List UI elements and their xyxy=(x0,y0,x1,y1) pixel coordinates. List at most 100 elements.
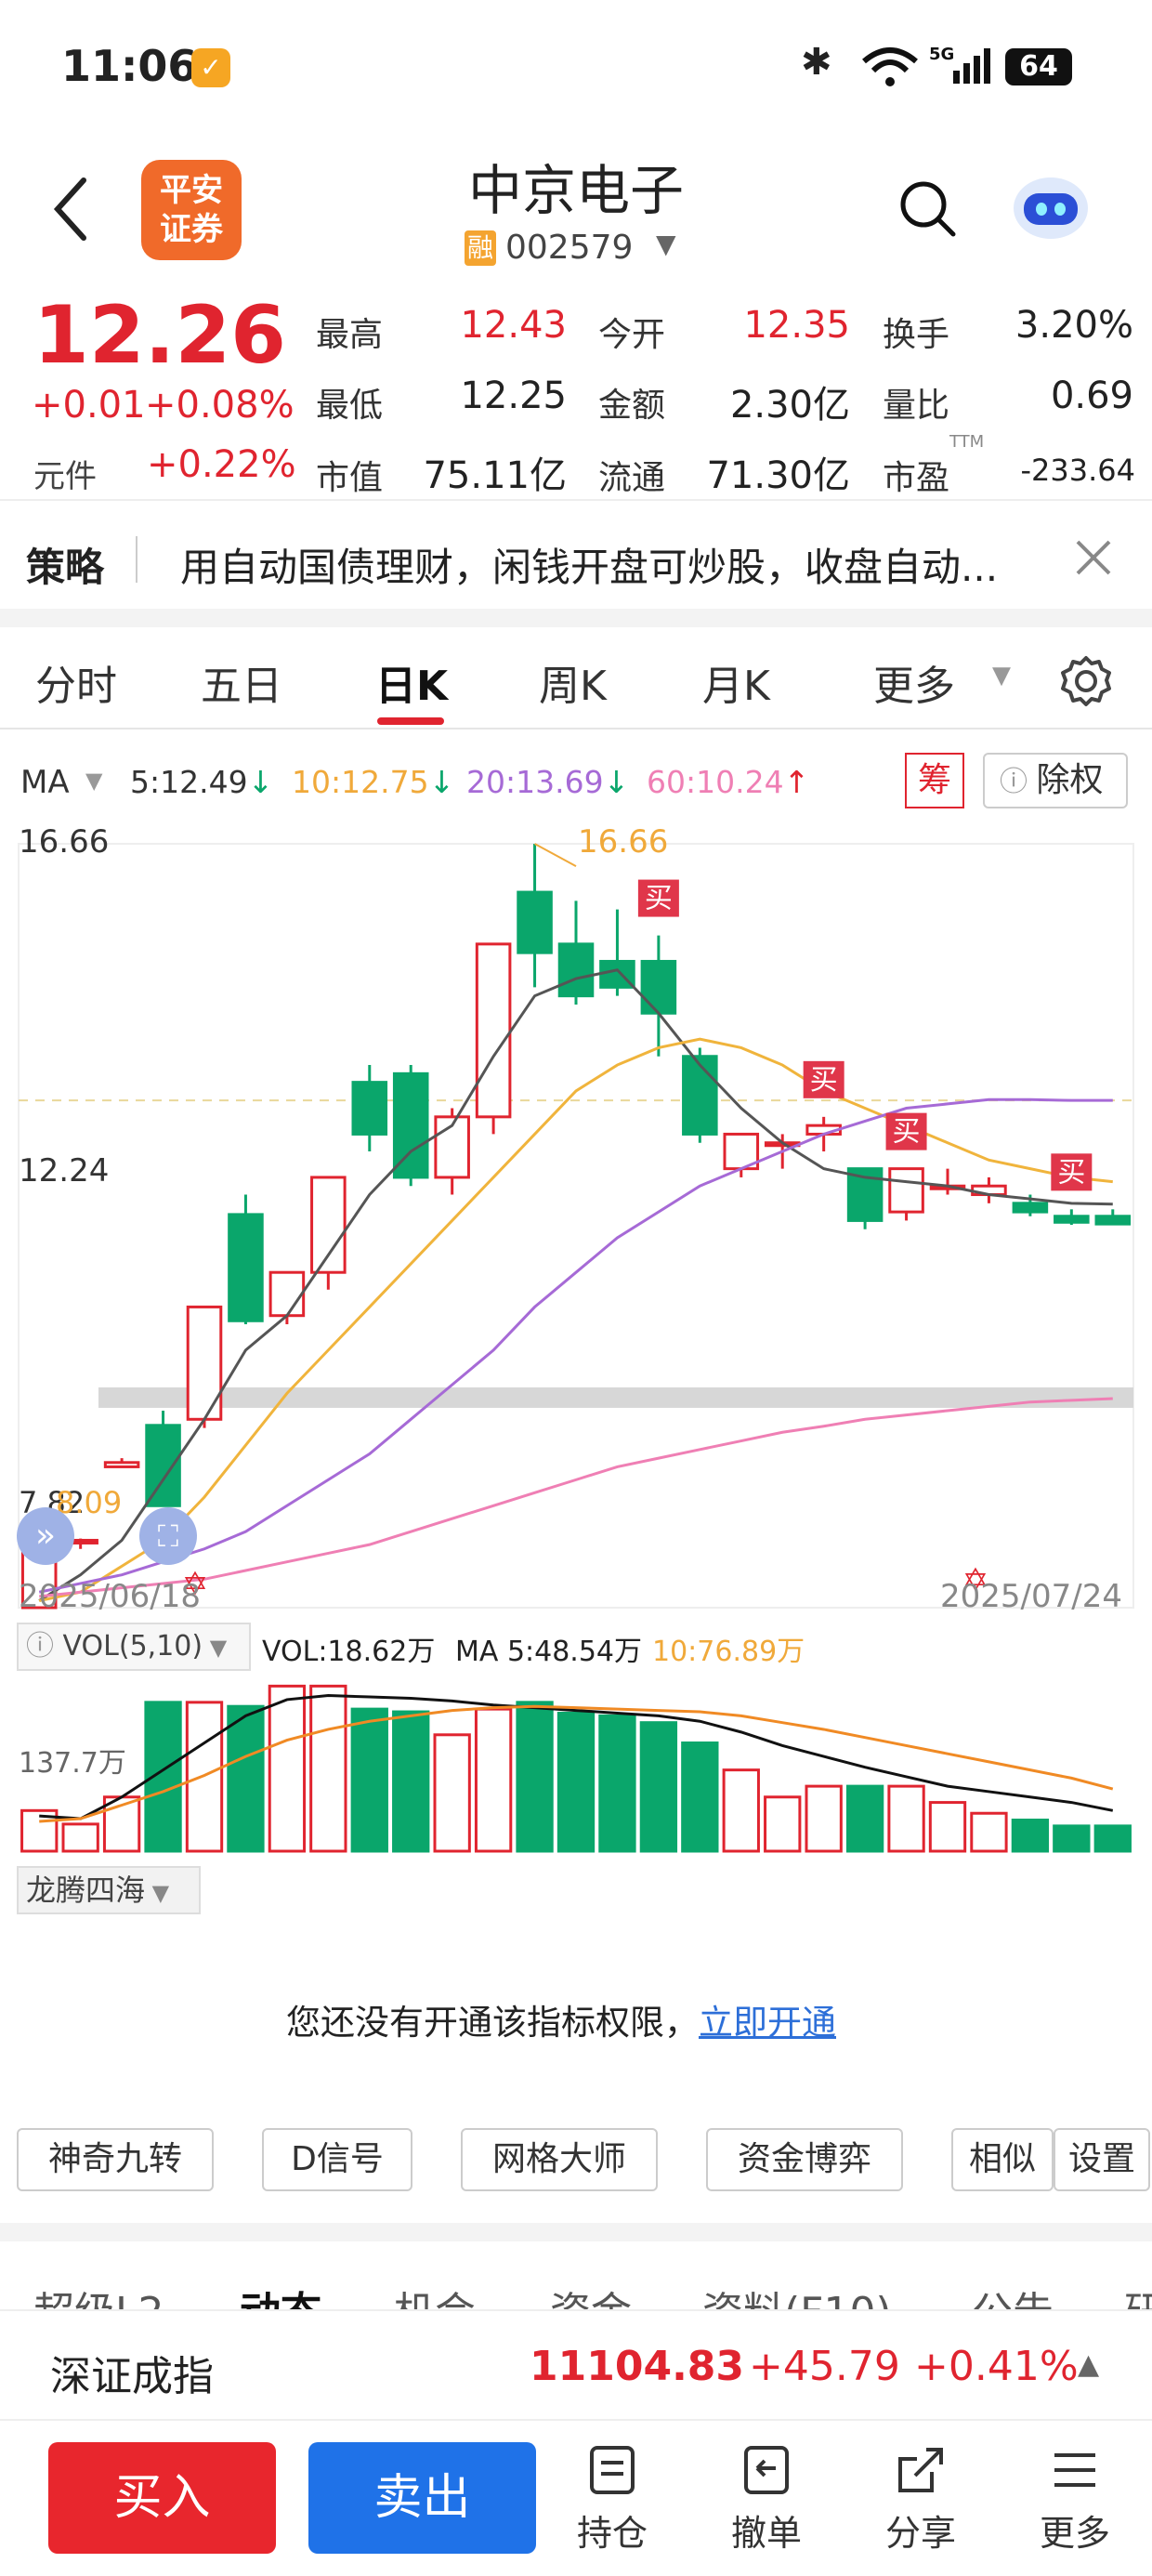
buy-marker-label: 买 xyxy=(645,883,673,915)
stock-code: 002579 xyxy=(505,229,634,267)
section-gap xyxy=(0,609,1152,627)
tab-weekly-k[interactable]: 周K xyxy=(539,663,607,710)
tab-monthly-k[interactable]: 月K xyxy=(702,663,770,710)
candle-body xyxy=(268,1270,306,1318)
chip-magic-nine[interactable]: 神奇九转 xyxy=(17,2128,214,2191)
tab-intraday[interactable]: 分时 xyxy=(35,663,117,710)
date-start-label: 2025/06/18 xyxy=(19,1578,201,1615)
ma-dropdown-icon[interactable]: ▼ xyxy=(85,768,103,794)
more-button[interactable]: 更多 xyxy=(1024,2444,1126,2556)
svg-text:5G: 5G xyxy=(929,45,954,64)
volume-bar xyxy=(639,1721,678,1853)
index-pct: +0.41% xyxy=(914,2343,1079,2390)
menu-icon xyxy=(1054,2453,1095,2487)
candle-body xyxy=(392,1071,429,1179)
volume-bar xyxy=(1011,1819,1050,1853)
volume-chart[interactable] xyxy=(0,1673,1152,1859)
candle-body xyxy=(1094,1215,1132,1226)
candle-body xyxy=(1054,1215,1090,1224)
share-button[interactable]: 分享 xyxy=(870,2444,972,2556)
current-price: 12.26 xyxy=(33,289,287,382)
cancel-order-icon xyxy=(744,2446,789,2494)
chips-button[interactable]: 筹 xyxy=(905,753,964,808)
volume-bar xyxy=(556,1711,596,1853)
indicator-selector[interactable]: 龙腾四海 ▼ xyxy=(17,1866,201,1914)
strategy-text[interactable]: 用自动国债理财，闲钱开盘可炒股，收盘自动... xyxy=(180,545,999,590)
info-icon: ⓘ xyxy=(26,1630,63,1663)
chip-capital-game[interactable]: 资金博弈 xyxy=(706,2128,903,2191)
chip-similar[interactable]: 相似 xyxy=(951,2128,1054,2191)
candle-body xyxy=(103,1461,140,1468)
margin-badge: 融 xyxy=(465,230,496,266)
volume-bar xyxy=(474,1707,513,1853)
fullscreen-icon[interactable]: ⛶ xyxy=(139,1507,197,1565)
chart-frame xyxy=(18,843,1134,1609)
activate-indicator-link[interactable]: 立即开通 xyxy=(699,2003,836,2043)
broker-logo: 平安 证券 xyxy=(141,160,242,260)
candle-body xyxy=(888,1167,924,1214)
ma5-value: 5:12.49↓ xyxy=(130,764,274,800)
volume-bar xyxy=(845,1784,884,1853)
amount-label: 金额 xyxy=(598,387,666,425)
volume-bar xyxy=(928,1801,967,1853)
buy-marker xyxy=(885,1112,927,1150)
high-value: 12.43 xyxy=(460,304,567,347)
cancel-order-label: 撤单 xyxy=(730,2513,802,2554)
trade-action-bar: 买入 卖出 持仓 撤单 分享 更多 xyxy=(0,2425,1152,2576)
high-label: 最高 xyxy=(316,316,384,354)
volume-bar xyxy=(268,1684,307,1853)
expand-up-icon[interactable]: ▲ xyxy=(1078,2348,1100,2381)
search-icon[interactable] xyxy=(897,178,959,240)
buy-marker xyxy=(1051,1153,1093,1191)
expand-icon[interactable]: » xyxy=(17,1507,74,1565)
candle-body xyxy=(557,942,595,998)
indicator-chips: 神奇九转 D信号 网格大师 资金博弈 相似 设置 xyxy=(0,2128,1152,2202)
buy-button[interactable]: 买入 xyxy=(48,2442,276,2554)
ma5-line xyxy=(38,968,1113,1602)
tab-five-day[interactable]: 五日 xyxy=(201,663,282,710)
ai-robot-icon[interactable] xyxy=(1009,167,1093,242)
tab-daily-k[interactable]: 日K xyxy=(375,663,449,710)
wifi-icon xyxy=(862,47,918,86)
chip-settings[interactable]: 设置 xyxy=(1054,2128,1150,2191)
volume-bar xyxy=(61,1822,99,1853)
candle-body xyxy=(145,1424,181,1507)
buy-marker-label: 买 xyxy=(810,1064,838,1097)
ma-label[interactable]: MA xyxy=(20,764,70,801)
volume-bar xyxy=(598,1714,636,1853)
code-dropdown-icon[interactable]: ▼ xyxy=(656,229,676,259)
cancel-order-button[interactable]: 撤单 xyxy=(715,2444,818,2556)
app-notification-icon: ✓ xyxy=(191,48,230,87)
strategy-banner[interactable]: 策略 用自动国债理财，闲钱开盘可炒股，收盘自动... xyxy=(0,516,1152,609)
share-icon xyxy=(898,2448,943,2492)
more-dropdown-icon[interactable]: ▼ xyxy=(992,662,1011,690)
info-icon: ⓘ xyxy=(1000,766,1037,798)
volume-bar xyxy=(309,1684,347,1853)
chip-d-signal[interactable]: D信号 xyxy=(262,2128,412,2191)
holdings-button[interactable]: 持仓 xyxy=(561,2444,663,2556)
tab-more[interactable]: 更多 xyxy=(873,663,955,710)
signal-5g-icon: 5G xyxy=(929,45,990,84)
kline-chart-area: MA ▼ 5:12.49↓ 10:12.75↓ 20:13.69↓ 60:10.… xyxy=(0,734,1152,1914)
period-tabs: 分时 五日 日K 周K 月K 更多 ▼ xyxy=(0,632,1152,729)
ex-rights-button[interactable]: ⓘ 除权 xyxy=(983,753,1128,808)
active-tab-indicator xyxy=(377,717,444,725)
settings-gear-icon[interactable] xyxy=(1059,654,1113,708)
event-star-icon: ✡ xyxy=(962,1562,989,1599)
volume-selector[interactable]: ⓘ VOL(5,10) ▼ xyxy=(17,1623,251,1671)
index-ticker[interactable]: 深证成指 11104.83 +45.79 +0.41% ▲ xyxy=(0,2309,1152,2421)
close-icon[interactable] xyxy=(1070,534,1117,581)
back-icon[interactable] xyxy=(52,177,89,242)
sell-button[interactable]: 卖出 xyxy=(308,2442,536,2554)
holdings-label: 持仓 xyxy=(576,2513,648,2554)
volume-bar xyxy=(1053,1824,1091,1853)
y-axis-mid-label: 12.24 xyxy=(19,1152,110,1189)
volume-axis-label: 137.7万 xyxy=(19,1747,126,1780)
amount-value: 2.30亿 xyxy=(729,384,850,427)
candle-body xyxy=(351,1081,388,1136)
candle-body xyxy=(517,890,553,954)
chip-grid-master[interactable]: 网格大师 xyxy=(461,2128,658,2191)
ma60-line xyxy=(39,1397,1113,1598)
volume-bar xyxy=(227,1704,265,1853)
